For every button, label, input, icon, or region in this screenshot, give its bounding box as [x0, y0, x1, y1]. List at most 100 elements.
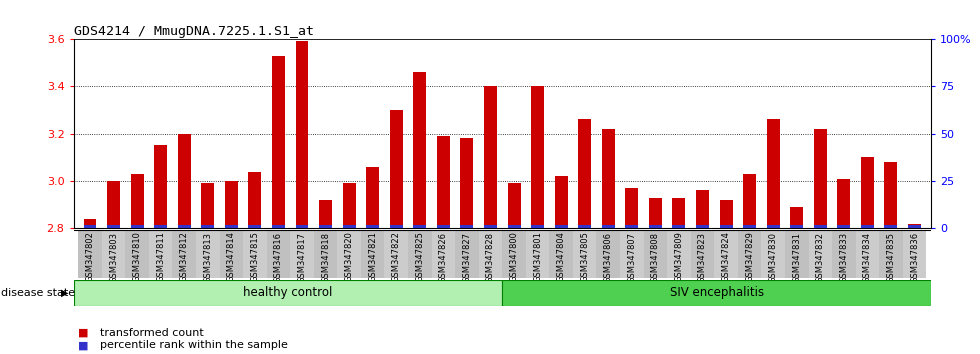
Bar: [177, 133, 191, 228]
Bar: [578, 225, 591, 228]
Bar: [696, 225, 709, 228]
Bar: [272, 56, 285, 228]
Bar: [319, 225, 332, 228]
Bar: [367, 167, 379, 228]
Text: GSM347818: GSM347818: [321, 232, 330, 282]
Text: GSM347809: GSM347809: [674, 232, 683, 282]
Bar: [390, 110, 403, 228]
Bar: [602, 225, 614, 228]
Bar: [860, 157, 874, 228]
Bar: [74, 280, 502, 306]
Text: GSM347811: GSM347811: [156, 232, 166, 282]
Text: percentile rank within the sample: percentile rank within the sample: [100, 340, 288, 350]
Bar: [390, 225, 403, 228]
Bar: [602, 129, 614, 228]
Text: GSM347833: GSM347833: [839, 232, 849, 282]
Text: healthy control: healthy control: [243, 286, 332, 299]
Bar: [785, 230, 808, 278]
Bar: [813, 225, 827, 228]
Bar: [719, 225, 732, 228]
Bar: [408, 230, 431, 278]
Text: GSM347830: GSM347830: [768, 232, 778, 282]
Bar: [455, 230, 478, 278]
Bar: [837, 179, 851, 228]
Bar: [649, 225, 662, 228]
Bar: [478, 230, 502, 278]
Bar: [790, 225, 804, 228]
Bar: [573, 230, 597, 278]
Bar: [431, 230, 455, 278]
Bar: [149, 230, 172, 278]
Text: GSM347827: GSM347827: [463, 232, 471, 282]
Bar: [813, 129, 827, 228]
Bar: [437, 225, 450, 228]
Text: GSM347812: GSM347812: [179, 232, 189, 282]
Bar: [248, 172, 262, 228]
Bar: [224, 225, 238, 228]
Bar: [107, 181, 120, 228]
Bar: [272, 225, 285, 228]
Bar: [484, 86, 497, 228]
Text: GSM347834: GSM347834: [863, 232, 872, 282]
Text: GSM347804: GSM347804: [557, 232, 565, 282]
Bar: [154, 145, 168, 228]
Bar: [502, 230, 526, 278]
Bar: [550, 230, 573, 278]
Text: GSM347801: GSM347801: [533, 232, 542, 282]
Bar: [461, 225, 473, 228]
Text: GSM347824: GSM347824: [721, 232, 730, 282]
Bar: [531, 86, 544, 228]
Bar: [102, 230, 125, 278]
Text: GDS4214 / MmugDNA.7225.1.S1_at: GDS4214 / MmugDNA.7225.1.S1_at: [74, 25, 314, 38]
Bar: [790, 207, 804, 228]
Bar: [885, 225, 898, 228]
Text: ■: ■: [78, 340, 89, 350]
Bar: [367, 225, 379, 228]
Bar: [201, 225, 215, 228]
Bar: [508, 183, 520, 228]
Bar: [555, 176, 567, 228]
Text: GSM347815: GSM347815: [251, 232, 260, 282]
Text: GSM347810: GSM347810: [132, 232, 141, 282]
Text: GSM347828: GSM347828: [486, 232, 495, 282]
Bar: [196, 230, 220, 278]
Bar: [531, 225, 544, 228]
Text: transformed count: transformed count: [100, 328, 204, 338]
Text: ■: ■: [78, 328, 89, 338]
Text: GSM347803: GSM347803: [109, 232, 118, 282]
Bar: [343, 183, 356, 228]
Bar: [761, 230, 785, 278]
Bar: [220, 230, 243, 278]
Text: SIV encephalitis: SIV encephalitis: [669, 286, 763, 299]
Text: ▶: ▶: [61, 288, 69, 298]
Bar: [766, 119, 780, 228]
Bar: [667, 230, 691, 278]
Text: GSM347821: GSM347821: [368, 232, 377, 282]
Bar: [903, 230, 926, 278]
Text: GSM347825: GSM347825: [416, 232, 424, 282]
Bar: [808, 230, 832, 278]
Text: GSM347832: GSM347832: [815, 232, 825, 282]
Bar: [766, 225, 780, 228]
Text: GSM347829: GSM347829: [745, 232, 754, 282]
Text: GSM347817: GSM347817: [298, 232, 307, 282]
Bar: [107, 225, 120, 228]
Text: GSM347814: GSM347814: [226, 232, 236, 282]
Bar: [296, 41, 309, 228]
Bar: [908, 224, 921, 228]
Bar: [319, 200, 332, 228]
Bar: [508, 225, 520, 228]
Text: GSM347820: GSM347820: [345, 232, 354, 282]
Bar: [125, 230, 149, 278]
Bar: [248, 225, 262, 228]
Text: GSM347826: GSM347826: [439, 232, 448, 282]
Bar: [384, 230, 408, 278]
Text: GSM347806: GSM347806: [604, 232, 612, 282]
Text: GSM347831: GSM347831: [792, 232, 802, 282]
Bar: [625, 225, 638, 228]
Bar: [83, 225, 96, 228]
Bar: [314, 230, 337, 278]
Bar: [502, 280, 931, 306]
Bar: [78, 230, 102, 278]
Bar: [461, 138, 473, 228]
